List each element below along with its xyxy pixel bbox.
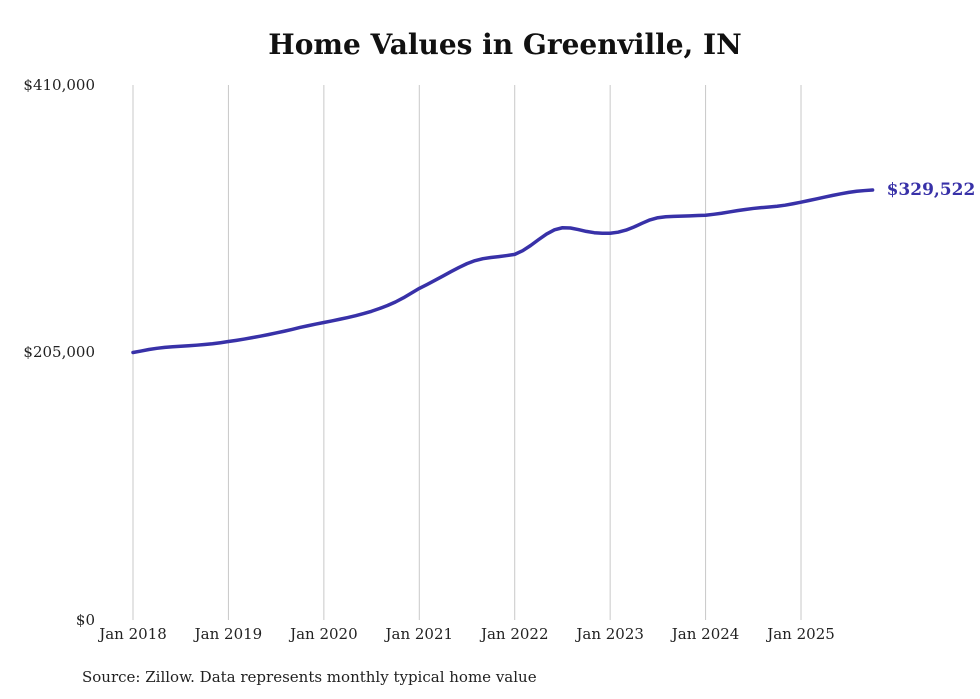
y-axis-tick-label: $410,000 [23, 76, 95, 94]
x-axis-tick-label: Jan 2025 [767, 625, 835, 643]
source-note: Source: Zillow. Data represents monthly … [82, 668, 537, 686]
x-axis-tick-label: Jan 2021 [385, 625, 454, 643]
x-axis-tick-label: Jan 2019 [194, 625, 263, 643]
y-axis-tick-label: $205,000 [23, 343, 95, 361]
x-axis-tick-label: Jan 2023 [576, 625, 644, 643]
x-axis-tick-label: Jan 2024 [671, 625, 740, 643]
x-axis-tick-label: Jan 2018 [99, 625, 167, 643]
home-value-line [131, 188, 875, 355]
end-value-label: $329,522 [886, 180, 976, 200]
x-axis-tick-label: Jan 2022 [480, 625, 549, 643]
y-axis-tick-label: $0 [75, 611, 95, 629]
x-axis-tick-label: Jan 2020 [290, 625, 358, 643]
chart-title: Home Values in Greenville, IN [268, 28, 742, 61]
